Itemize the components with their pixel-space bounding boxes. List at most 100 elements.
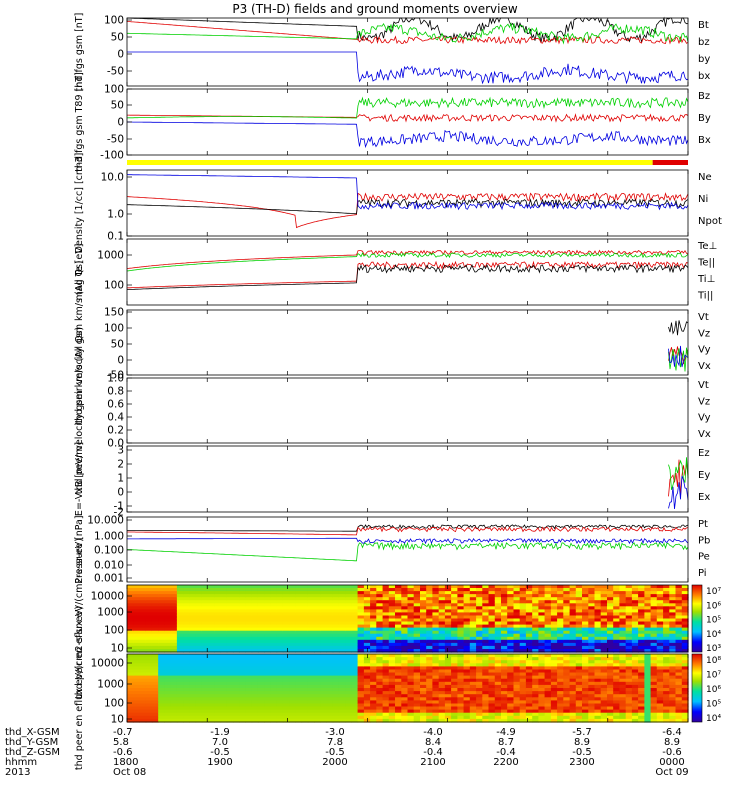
spectrogram-cell (183, 657, 190, 661)
spectrogram-cell (326, 585, 334, 589)
spectrogram-cell (276, 678, 284, 683)
spectrogram-cell (420, 715, 427, 720)
spectrogram-cell (650, 669, 658, 674)
spectrogram-cell (426, 703, 433, 708)
spectrogram-cell (201, 645, 209, 650)
spectrogram-cell (432, 609, 440, 613)
spectrogram-cell (675, 715, 683, 720)
spectrogram-cell (413, 694, 421, 698)
spectrogram-cell (401, 636, 409, 641)
spectrogram-cell (388, 642, 396, 647)
spectrogram-cell (575, 654, 583, 658)
spectrogram-cell (220, 649, 228, 653)
spectrogram-cell (376, 672, 384, 677)
spectrogram-cell (575, 627, 583, 632)
spectrogram-cell (220, 675, 228, 680)
spectrogram-cell (550, 621, 558, 626)
spectrogram-cell (669, 645, 677, 650)
spectrogram-cell (420, 697, 427, 701)
spectrogram-cell (226, 603, 234, 607)
spectrogram-cell (681, 660, 689, 664)
spectrogram-cell (189, 718, 197, 723)
spectrogram-cell (307, 627, 315, 632)
spectrogram-cell (201, 700, 209, 705)
spectrogram-cell (501, 675, 508, 680)
spectrogram-cell (264, 627, 271, 632)
spectrogram-cell (127, 657, 134, 661)
spectrogram-cell (507, 697, 514, 701)
spectrogram-cell (220, 618, 228, 623)
spectrogram-cell (239, 606, 246, 610)
spectrogram-cell (420, 654, 427, 658)
spectrogram-cell (413, 703, 421, 708)
spectrogram-cell (264, 633, 271, 638)
spectrogram-cell (370, 627, 377, 632)
spectrogram-cell (681, 694, 689, 698)
spectrogram-cell (525, 691, 533, 695)
spectrogram-cell (575, 639, 583, 644)
spectrogram-cell (513, 588, 521, 592)
spectrogram-cell (395, 627, 402, 632)
spectrogram-cell (145, 715, 153, 720)
spectrogram-cell (532, 669, 539, 674)
spectrogram-cell (488, 636, 496, 641)
spectrogram-cell (463, 636, 471, 641)
spectrogram-cell (133, 700, 140, 705)
spectrogram-cell (239, 681, 246, 686)
spectrogram-cell (507, 684, 514, 689)
spectrogram-cell (376, 621, 384, 626)
spectrogram-cell (600, 694, 608, 698)
spectrogram-cell (170, 694, 178, 698)
spectrogram-cell (314, 615, 321, 620)
spectrogram-cell (656, 600, 664, 604)
y-tick-label: 10.000 (87, 515, 124, 527)
spectrogram-cell (507, 681, 514, 686)
spectrogram-cell (675, 627, 683, 632)
spectrogram-cell (233, 636, 240, 641)
spectrogram-cell (631, 621, 639, 626)
spectrogram-cell (320, 639, 327, 644)
spectrogram-cell (270, 621, 278, 626)
spectrogram-cell (201, 654, 209, 658)
spectrogram-cell (582, 627, 589, 632)
spectrogram-cell (189, 618, 197, 623)
spectrogram-cell (214, 597, 222, 601)
spectrogram-cell (631, 663, 639, 667)
spectrogram-cell (301, 594, 309, 598)
spectrogram-cell (164, 694, 172, 698)
spectrogram-cell (332, 636, 340, 641)
spectrogram-cell (488, 718, 496, 723)
spectrogram-cell (401, 609, 409, 613)
spectrogram-cell (158, 657, 165, 661)
spectrogram-cell (582, 642, 589, 647)
spectrogram-cell (208, 654, 215, 658)
spectrogram-cell (301, 633, 309, 638)
spectrogram-cell (201, 712, 209, 717)
spectrogram-cell (338, 672, 346, 677)
spectrogram-cell (282, 612, 290, 616)
spectrogram-cell (189, 597, 197, 601)
spectrogram-cell (650, 612, 658, 616)
spectrogram-cell (631, 718, 639, 723)
spectrogram-cell (220, 715, 228, 720)
spectrogram-cell (588, 649, 596, 653)
spectrogram-cell (195, 703, 203, 708)
spectrogram-cell (532, 585, 539, 589)
footer-value: Oct 08 (113, 767, 146, 778)
footer-ephemeris: thd_X-GSM -0.7 -1.9 -3.0 -4.0 -4.9 -5.7 -6.4thd… (5, 727, 689, 778)
spectrogram-cell (681, 706, 689, 711)
spectrogram-cell (426, 681, 433, 686)
spectrogram-cell (532, 591, 539, 595)
spectrogram-cell (370, 715, 377, 720)
spectrogram-cell (395, 591, 402, 595)
spectrogram-cell (214, 627, 222, 632)
spectrogram-cell (544, 706, 552, 711)
spectrogram-cell (457, 660, 465, 664)
spectrogram-cell (376, 612, 384, 616)
spectrogram-cell (133, 681, 140, 686)
spectrogram-cell (151, 712, 159, 717)
spectrogram-cell (557, 669, 564, 674)
spectrogram-cell (239, 715, 246, 720)
spectrogram-cell (264, 706, 271, 711)
spectrogram-cell (226, 660, 234, 664)
